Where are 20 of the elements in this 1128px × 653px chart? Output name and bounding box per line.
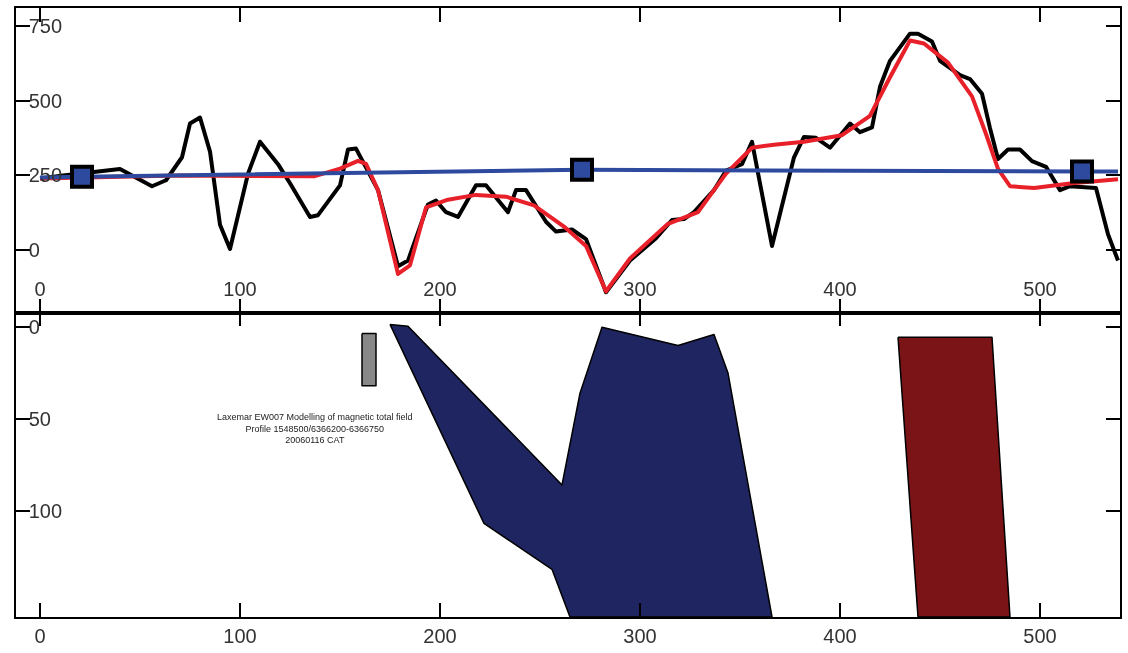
y-tick-label: 50 <box>28 407 51 430</box>
point <box>1070 159 1094 184</box>
point <box>570 157 594 182</box>
y-tick-label: 100 <box>28 499 63 522</box>
y-tick-label: 0 <box>28 238 40 261</box>
y-tick-label: 500 <box>28 89 63 112</box>
x-tick-label: 100 <box>223 624 257 647</box>
x-tick-label: 100 <box>223 277 257 300</box>
x-tick-label: 400 <box>823 277 857 300</box>
x-tick-label: 200 <box>423 624 457 647</box>
x-tick-label: 200 <box>423 277 457 300</box>
x-tick-label: 300 <box>623 624 657 647</box>
x-tick-label: 300 <box>623 277 657 300</box>
point <box>70 164 94 189</box>
x-tick-label: 400 <box>823 624 857 647</box>
x-tick-label: 500 <box>1023 624 1057 647</box>
annotation: Laxemar EW007 Modelling of magnetic total field Profile 1548500/6366200-6366750 20060116 CAT <box>217 412 413 446</box>
x-tick-label: 500 <box>1023 277 1057 300</box>
y-tick-label: 0 <box>28 316 40 339</box>
y-tick-label: 750 <box>28 14 63 37</box>
